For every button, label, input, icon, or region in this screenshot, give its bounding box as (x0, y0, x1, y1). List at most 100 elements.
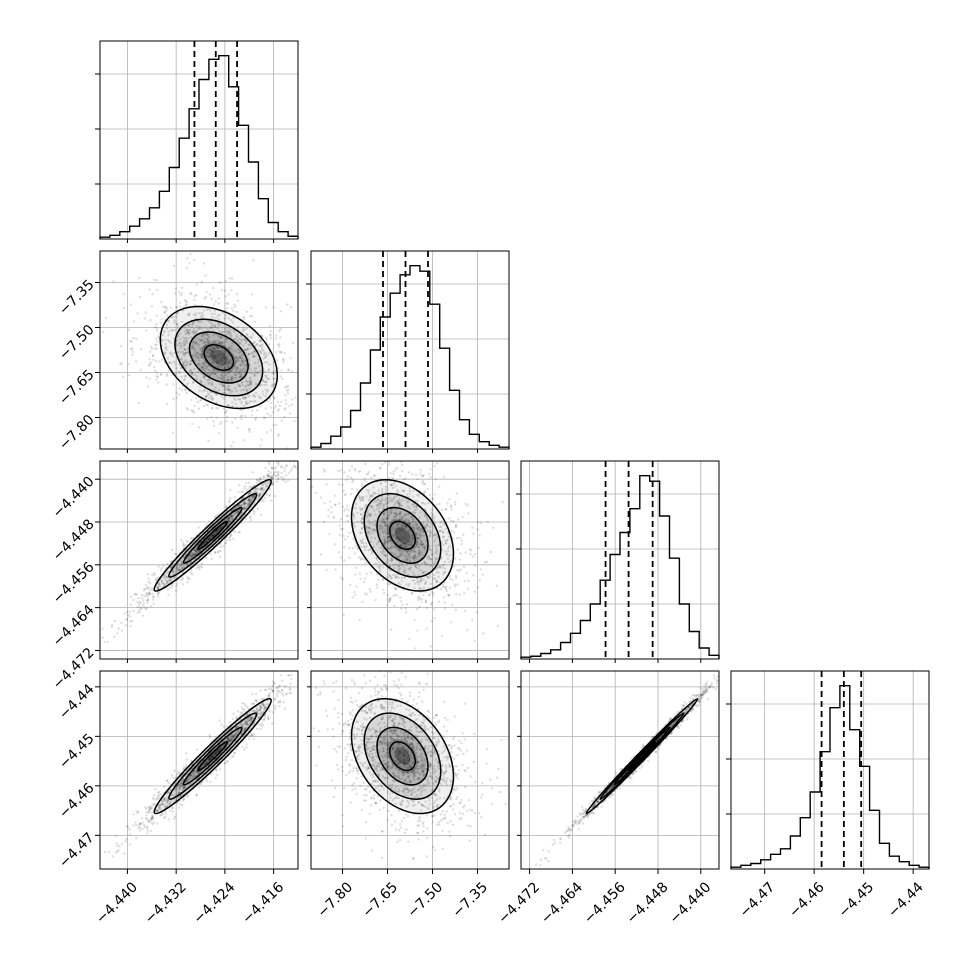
scatter-point (497, 625, 499, 627)
scatter-point (180, 803, 182, 805)
scatter-point (229, 539, 231, 541)
scatter-point (138, 826, 140, 828)
scatter-point (249, 431, 251, 433)
scatter-point (368, 471, 370, 473)
scatter-point (467, 588, 469, 590)
scatter-point (185, 407, 187, 409)
scatter-point (172, 432, 174, 434)
scatter-point (248, 428, 250, 430)
scatter-point (411, 592, 413, 594)
scatter-point (346, 505, 348, 507)
scatter-point (139, 296, 141, 298)
scatter-point (189, 292, 191, 294)
scatter-point (247, 487, 249, 489)
scatter-point (134, 821, 136, 823)
scatter-point (161, 359, 163, 361)
scatter-point (413, 619, 415, 621)
scatter-point (134, 593, 136, 595)
scatter-point (181, 292, 183, 294)
scatter-point (268, 688, 270, 690)
scatter-point (95, 858, 97, 860)
scatter-point (273, 424, 275, 426)
scatter-point (306, 443, 308, 445)
scatter-point (492, 527, 494, 529)
scatter-point (450, 508, 452, 510)
scatter-point (244, 485, 246, 487)
scatter-point (148, 810, 150, 812)
scatter-point (474, 564, 476, 566)
scatter-point (215, 514, 217, 516)
scatter-point (135, 360, 137, 362)
scatter-point (328, 533, 330, 535)
scatter-point (392, 477, 394, 479)
scatter-point (355, 585, 357, 587)
scatter-point (366, 573, 368, 575)
scatter-point (438, 503, 440, 505)
scatter-point (347, 475, 349, 477)
scatter-point (252, 471, 254, 473)
scatter-panel-3-0 (92, 630, 335, 875)
scatter-point (178, 387, 180, 389)
scatter-point (277, 401, 279, 403)
scatter-point (149, 363, 151, 365)
scatter-point (226, 307, 228, 309)
scatter-point (160, 321, 162, 323)
scatter-point (227, 293, 229, 295)
scatter-point (157, 376, 159, 378)
scatter-point (157, 335, 159, 337)
scatter-point (438, 601, 440, 603)
scatter-point (249, 735, 251, 737)
scatter-point (270, 337, 272, 339)
scatter-point (429, 594, 431, 596)
scatter-point (146, 592, 148, 594)
scatter-point (141, 597, 143, 599)
scatter-point (340, 577, 342, 579)
scatter-point (452, 520, 454, 522)
scatter-point (364, 577, 366, 579)
scatter-point (387, 594, 389, 596)
histogram-panel-2 (516, 461, 719, 659)
scatter-point (394, 594, 396, 596)
scatter-point (147, 594, 149, 596)
scatter-point (269, 414, 271, 416)
scatter-point (388, 601, 390, 603)
scatter-point (351, 458, 353, 460)
scatter-point (142, 599, 144, 601)
scatter-point (143, 589, 145, 591)
scatter-point (243, 316, 245, 318)
scatter-point (290, 470, 292, 472)
scatter-point (250, 519, 252, 521)
scatter-point (426, 488, 428, 490)
scatter-point (472, 533, 474, 535)
scatter-point (433, 465, 435, 467)
scatter-point (342, 490, 344, 492)
scatter-point (176, 583, 178, 585)
scatter-point (132, 824, 134, 826)
scatter-point (343, 614, 345, 616)
scatter-point (278, 346, 280, 348)
scatter-point (203, 262, 205, 264)
scatter-point (342, 506, 344, 508)
scatter-point (146, 600, 148, 602)
scatter-point (175, 288, 177, 290)
scatter-point (472, 574, 474, 576)
scatter-point (363, 581, 365, 583)
scatter-point (354, 552, 356, 554)
scatter-point (148, 577, 150, 579)
scatter-point (467, 579, 469, 581)
scatter-point (107, 641, 109, 643)
scatter-point (334, 504, 336, 506)
scatter-point (292, 342, 294, 344)
scatter-point (275, 337, 277, 339)
scatter-point (135, 338, 137, 340)
scatter-point (291, 468, 293, 470)
scatter-point (171, 774, 173, 776)
scatter-point (462, 533, 464, 535)
scatter-point (251, 409, 253, 411)
scatter-point (189, 253, 191, 255)
scatter-point (218, 297, 220, 299)
scatter-point (384, 461, 386, 463)
scatter-point (173, 265, 175, 267)
scatter-point (285, 399, 287, 401)
scatter-point (277, 433, 279, 435)
